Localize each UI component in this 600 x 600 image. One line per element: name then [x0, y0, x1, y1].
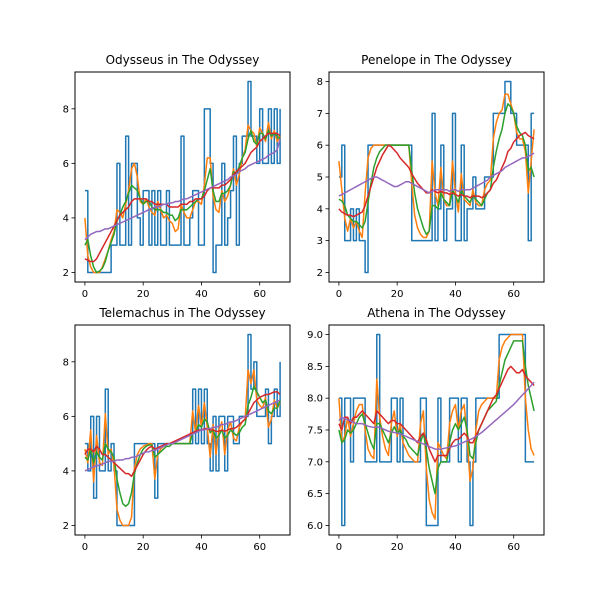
y-tick-label: 6 [317, 141, 323, 152]
subplot-title: Athena in The Odyssey [367, 306, 506, 320]
y-tick-label: 2 [63, 521, 69, 532]
x-tick-label: 0 [82, 289, 88, 300]
series-line-4 [84, 132, 281, 263]
subplot-title: Telemachus in The Odyssey [98, 306, 265, 320]
series-line-4 [338, 365, 535, 463]
y-tick-label: 6 [63, 159, 69, 170]
y-tick-label: 8 [63, 104, 69, 115]
y-tick-label: 9.0 [307, 330, 323, 341]
series-line-5 [338, 381, 535, 450]
x-tick-label: 60 [253, 542, 266, 553]
series-line-4 [338, 131, 535, 218]
axes-frame [328, 71, 545, 283]
y-tick-label: 7.5 [307, 426, 323, 437]
y-tick-label: 5 [317, 173, 323, 184]
series-line-3 [84, 385, 281, 508]
y-tick-label: 2 [317, 268, 323, 279]
subplot-1: 0 20 40 60 2 4 6 8 Odysseus in The Odyssey [63, 53, 291, 300]
subplot-title: Odysseus in The Odyssey [106, 53, 260, 67]
x-tick-label: 0 [82, 542, 88, 553]
y-tick-label: 8 [317, 77, 323, 88]
series-line-5 [84, 399, 281, 472]
series-line-3 [338, 103, 535, 236]
x-tick-label: 0 [336, 289, 342, 300]
x-tick-label: 60 [253, 289, 266, 300]
x-tick-label: 40 [195, 289, 208, 300]
y-tick-label: 4 [317, 204, 323, 215]
x-tick-label: 20 [391, 542, 404, 553]
subplot-3: 0 20 40 60 2 4 6 8 Telemachus in The Odyssey [63, 306, 291, 553]
x-tick-label: 20 [391, 289, 404, 300]
axes-frame [328, 324, 545, 536]
x-tick-label: 60 [507, 542, 520, 553]
y-tick-label: 3 [317, 236, 323, 247]
y-tick-label: 6.0 [307, 521, 323, 532]
subplot-title: Penelope in The Odyssey [361, 53, 512, 67]
y-tick-label: 6.5 [307, 489, 323, 500]
x-tick-label: 20 [137, 542, 150, 553]
y-tick-label: 8.0 [307, 394, 323, 405]
series-line-1 [84, 80, 281, 274]
y-tick-label: 8.5 [307, 362, 323, 373]
series-line-5 [338, 152, 535, 197]
y-tick-label: 8 [63, 357, 69, 368]
x-tick-label: 20 [137, 289, 150, 300]
y-tick-label: 4 [63, 213, 69, 224]
series-line-2 [84, 121, 281, 274]
x-tick-label: 60 [507, 289, 520, 300]
y-tick-label: 7.0 [307, 457, 323, 468]
x-tick-label: 40 [195, 542, 208, 553]
series-line-1 [338, 80, 535, 274]
subplot-4: 0 20 40 60 6.0 6.5 7.0 7.5 8.0 8.5 9.0 Athena in Th… [307, 306, 545, 553]
axes-frame [74, 324, 291, 536]
y-tick-label: 2 [63, 268, 69, 279]
subplot-2: 0 20 40 60 2 3 4 5 6 7 8 Penelope in The Odyssey [317, 53, 545, 300]
y-tick-label: 4 [63, 466, 69, 477]
x-tick-label: 40 [449, 289, 462, 300]
axes-frame [74, 71, 291, 283]
y-tick-label: 6 [63, 412, 69, 423]
x-tick-label: 40 [449, 542, 462, 553]
series-line-3 [338, 340, 535, 495]
series-line-5 [84, 138, 281, 241]
series-line-2 [338, 93, 535, 239]
x-tick-label: 0 [336, 542, 342, 553]
y-tick-label: 7 [317, 109, 323, 120]
